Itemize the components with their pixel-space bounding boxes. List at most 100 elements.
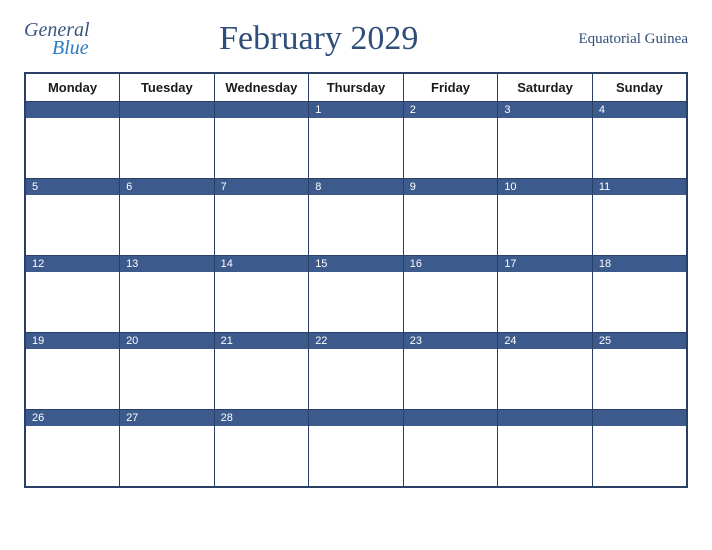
date-number: 3 xyxy=(498,102,592,118)
date-number: 25 xyxy=(593,333,686,349)
calendar-cell: 8 xyxy=(309,179,404,256)
cell-body xyxy=(120,195,214,255)
date-number: 6 xyxy=(120,179,214,195)
weekday-header-row: Monday Tuesday Wednesday Thursday Friday… xyxy=(25,73,687,102)
calendar-week-row: 5 6 7 8 9 10 11 xyxy=(25,179,687,256)
date-number: 16 xyxy=(404,256,498,272)
calendar-cell: 19 xyxy=(25,333,120,410)
date-number: 13 xyxy=(120,256,214,272)
date-number: 26 xyxy=(26,410,119,426)
cell-body xyxy=(404,195,498,255)
weekday-header: Saturday xyxy=(498,73,593,102)
cell-body xyxy=(309,118,403,178)
date-number: 2 xyxy=(404,102,498,118)
weekday-header: Thursday xyxy=(309,73,404,102)
cell-body xyxy=(498,195,592,255)
cell-body xyxy=(120,272,214,332)
calendar-cell: 1 xyxy=(309,102,404,179)
calendar-cell: 21 xyxy=(214,333,309,410)
calendar-cell: 23 xyxy=(403,333,498,410)
calendar-week-row: 1 2 3 4 xyxy=(25,102,687,179)
cell-body xyxy=(593,349,686,409)
date-number: 12 xyxy=(26,256,119,272)
logo-bottom-text: Blue xyxy=(52,38,89,58)
weekday-header: Monday xyxy=(25,73,120,102)
date-number xyxy=(26,102,119,118)
cell-body xyxy=(215,118,309,178)
calendar-week-row: 19 20 21 22 23 24 25 xyxy=(25,333,687,410)
cell-body xyxy=(404,272,498,332)
cell-body xyxy=(215,272,309,332)
calendar-header: General Blue February 2029 Equatorial Gu… xyxy=(24,20,688,58)
region-label: Equatorial Guinea xyxy=(548,31,688,48)
calendar-cell: 4 xyxy=(592,102,687,179)
date-number: 27 xyxy=(120,410,214,426)
cell-body xyxy=(593,195,686,255)
date-number: 19 xyxy=(26,333,119,349)
cell-body xyxy=(309,426,403,486)
calendar-cell xyxy=(25,102,120,179)
date-number: 18 xyxy=(593,256,686,272)
calendar-cell: 11 xyxy=(592,179,687,256)
cell-body xyxy=(215,426,309,486)
cell-body xyxy=(404,118,498,178)
date-number: 17 xyxy=(498,256,592,272)
date-number: 10 xyxy=(498,179,592,195)
date-number: 4 xyxy=(593,102,686,118)
cell-body xyxy=(26,195,119,255)
cell-body xyxy=(215,195,309,255)
cell-body xyxy=(309,195,403,255)
date-number: 11 xyxy=(593,179,686,195)
cell-body xyxy=(404,349,498,409)
date-number: 20 xyxy=(120,333,214,349)
cell-body xyxy=(26,349,119,409)
calendar-cell: 13 xyxy=(120,256,215,333)
calendar-cell xyxy=(309,410,404,487)
cell-body xyxy=(120,426,214,486)
cell-body xyxy=(593,426,686,486)
calendar-cell: 16 xyxy=(403,256,498,333)
date-number: 24 xyxy=(498,333,592,349)
cell-body xyxy=(498,349,592,409)
calendar-cell: 7 xyxy=(214,179,309,256)
cell-body xyxy=(593,118,686,178)
calendar-cell xyxy=(214,102,309,179)
cell-body xyxy=(593,272,686,332)
date-number: 21 xyxy=(215,333,309,349)
weekday-header: Friday xyxy=(403,73,498,102)
calendar-cell: 17 xyxy=(498,256,593,333)
calendar-title: February 2029 xyxy=(90,20,548,58)
date-number xyxy=(120,102,214,118)
date-number: 14 xyxy=(215,256,309,272)
cell-body xyxy=(309,272,403,332)
calendar-cell: 10 xyxy=(498,179,593,256)
calendar-cell: 14 xyxy=(214,256,309,333)
calendar-cell: 12 xyxy=(25,256,120,333)
cell-body xyxy=(26,272,119,332)
cell-body xyxy=(26,118,119,178)
date-number xyxy=(593,410,686,426)
calendar-cell: 15 xyxy=(309,256,404,333)
logo: General Blue xyxy=(24,20,90,58)
date-number: 28 xyxy=(215,410,309,426)
date-number xyxy=(309,410,403,426)
date-number: 23 xyxy=(404,333,498,349)
logo-top-text: General xyxy=(24,20,90,40)
date-number: 22 xyxy=(309,333,403,349)
calendar-cell: 20 xyxy=(120,333,215,410)
calendar-cell: 27 xyxy=(120,410,215,487)
calendar-cell xyxy=(120,102,215,179)
date-number xyxy=(498,410,592,426)
calendar-week-row: 26 27 28 xyxy=(25,410,687,487)
calendar-cell: 25 xyxy=(592,333,687,410)
cell-body xyxy=(120,349,214,409)
calendar-cell xyxy=(403,410,498,487)
date-number: 1 xyxy=(309,102,403,118)
weekday-header: Wednesday xyxy=(214,73,309,102)
cell-body xyxy=(404,426,498,486)
weekday-header: Tuesday xyxy=(120,73,215,102)
calendar-cell: 5 xyxy=(25,179,120,256)
calendar-cell: 22 xyxy=(309,333,404,410)
cell-body xyxy=(498,118,592,178)
calendar-cell: 2 xyxy=(403,102,498,179)
